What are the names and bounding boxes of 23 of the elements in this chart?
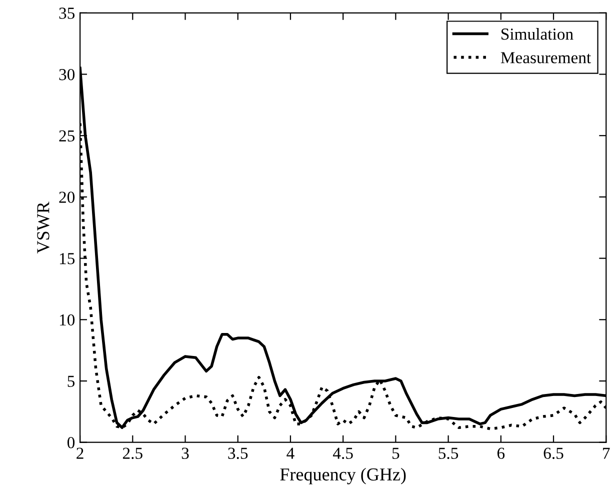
x-tick-label: 3	[182, 448, 189, 459]
x-tick-label: 2.5	[122, 448, 142, 459]
x-tick-label: 3.5	[228, 448, 248, 459]
x-tick-label: 6	[497, 448, 505, 459]
x-tick-label: 5	[392, 448, 400, 459]
y-tick-label: 20	[59, 192, 75, 203]
y-tick-label: 0	[67, 437, 75, 448]
x-tick-label: 4	[286, 448, 294, 459]
x-tick-label: 4.5	[332, 448, 353, 459]
legend-label: Measurement	[500, 52, 592, 64]
x-tick-label: 2	[76, 448, 84, 459]
legend-label: Simulation	[502, 28, 574, 40]
y-tick-label: 30	[59, 68, 75, 80]
x-tick-label: 7	[603, 448, 610, 459]
x-tick-label: 6.5	[544, 448, 564, 459]
y-tick-label: 15	[60, 253, 75, 264]
y-tick-label: 25	[59, 130, 75, 142]
y-tick-label: 10	[60, 314, 75, 326]
y-axis-title: VSWR	[37, 202, 50, 254]
x-tick-label: 5.5	[438, 448, 458, 459]
y-tick-label: 5	[68, 376, 75, 387]
y-tick-label: 35	[59, 8, 75, 19]
x-axis-title: Frequency (GHz)	[280, 468, 406, 484]
